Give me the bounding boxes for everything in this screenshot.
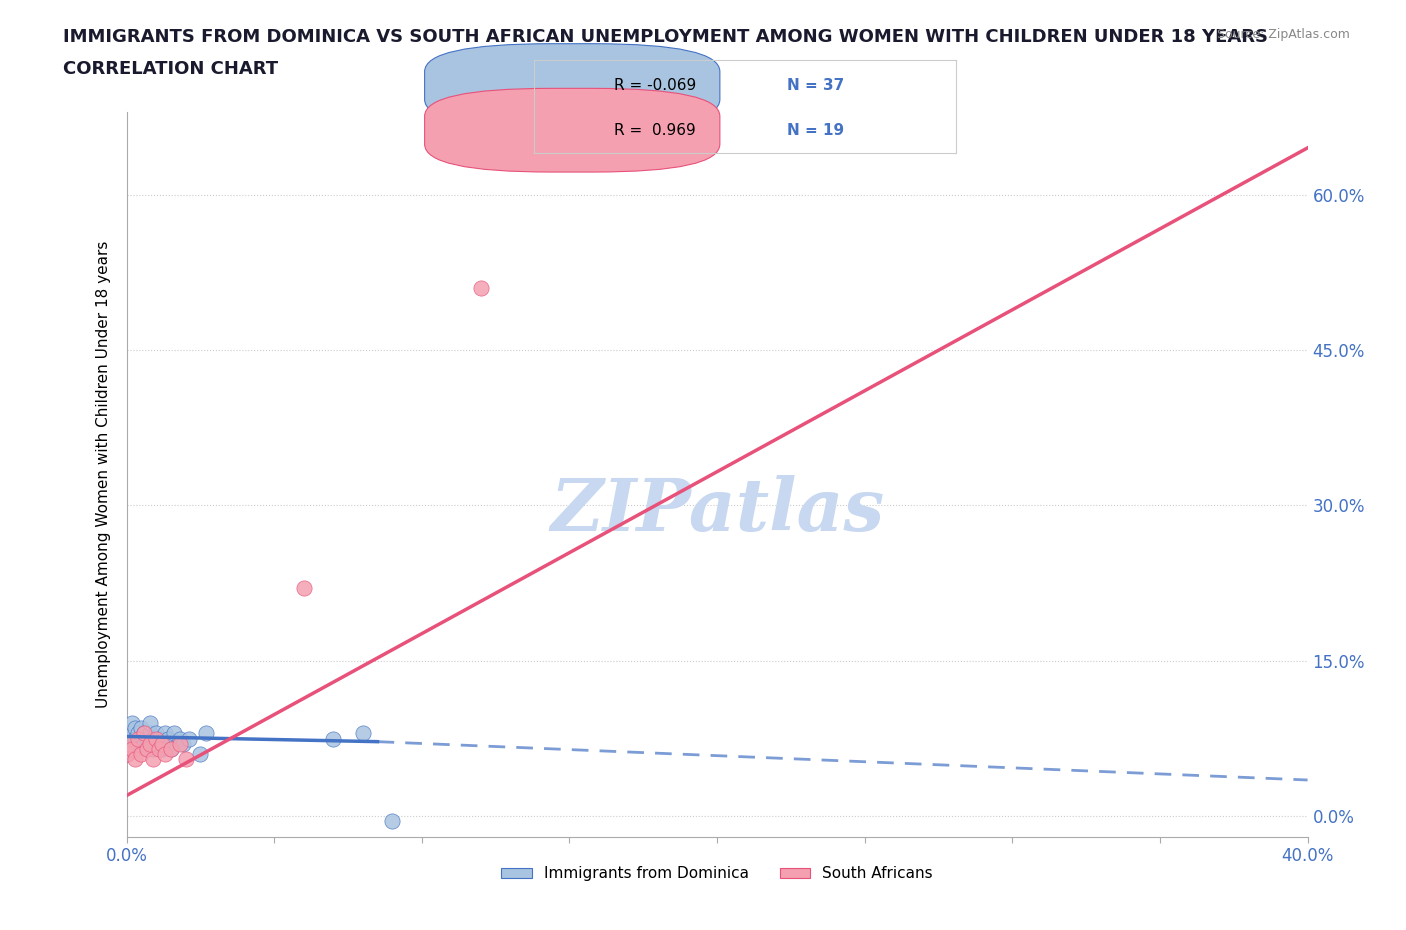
Point	[195, 726, 218, 741]
Point	[145, 731, 167, 746]
Point	[322, 731, 344, 746]
Point	[134, 726, 156, 741]
Point	[156, 731, 179, 746]
Point	[153, 726, 176, 741]
Point	[139, 737, 162, 751]
Point	[136, 741, 159, 756]
Point	[121, 741, 143, 756]
Point	[188, 747, 212, 762]
Point	[142, 741, 165, 756]
Y-axis label: Unemployment Among Women with Children Under 18 years: Unemployment Among Women with Children U…	[96, 241, 111, 708]
Point	[124, 721, 146, 736]
Point	[470, 280, 492, 295]
Point	[153, 747, 176, 762]
FancyBboxPatch shape	[425, 44, 720, 127]
Point	[169, 731, 191, 746]
Point	[124, 741, 146, 756]
Point	[150, 737, 173, 751]
Point	[127, 726, 149, 741]
Point	[148, 741, 170, 756]
Point	[134, 726, 156, 741]
Text: IMMIGRANTS FROM DOMINICA VS SOUTH AFRICAN UNEMPLOYMENT AMONG WOMEN WITH CHILDREN: IMMIGRANTS FROM DOMINICA VS SOUTH AFRICA…	[63, 28, 1268, 46]
Legend: Immigrants from Dominica, South Africans: Immigrants from Dominica, South Africans	[495, 860, 939, 887]
Point	[118, 737, 141, 751]
Point	[127, 731, 149, 746]
Point	[145, 726, 167, 741]
Point	[134, 737, 156, 751]
Point	[174, 751, 197, 766]
Point	[145, 737, 167, 751]
Text: N = 37: N = 37	[787, 78, 845, 93]
Text: R = -0.069: R = -0.069	[614, 78, 696, 93]
Text: CORRELATION CHART: CORRELATION CHART	[63, 60, 278, 78]
Point	[142, 751, 165, 766]
Point	[160, 741, 183, 756]
Point	[136, 741, 159, 756]
Point	[124, 731, 146, 746]
Point	[121, 715, 143, 730]
Text: ZIPatlas: ZIPatlas	[550, 475, 884, 546]
Text: Source: ZipAtlas.com: Source: ZipAtlas.com	[1216, 28, 1350, 41]
Point	[115, 747, 138, 762]
Point	[139, 726, 162, 741]
Point	[381, 814, 404, 829]
Point	[163, 726, 186, 741]
Text: N = 19: N = 19	[787, 123, 845, 138]
Point	[142, 731, 165, 746]
Point	[150, 741, 173, 756]
Point	[172, 737, 194, 751]
Point	[127, 737, 149, 751]
Point	[352, 726, 374, 741]
Point	[129, 721, 153, 736]
Point	[139, 715, 162, 730]
Point	[118, 741, 141, 756]
Point	[124, 751, 146, 766]
Point	[129, 731, 153, 746]
Text: R =  0.969: R = 0.969	[614, 123, 696, 138]
Point	[148, 731, 170, 746]
Point	[160, 741, 183, 756]
Point	[177, 731, 200, 746]
Point	[121, 737, 143, 751]
Point	[129, 747, 153, 762]
Point	[169, 737, 191, 751]
FancyBboxPatch shape	[425, 88, 720, 172]
Point	[136, 731, 159, 746]
Point	[118, 726, 141, 741]
Point	[115, 747, 138, 762]
Point	[292, 581, 315, 596]
Point	[115, 731, 138, 746]
